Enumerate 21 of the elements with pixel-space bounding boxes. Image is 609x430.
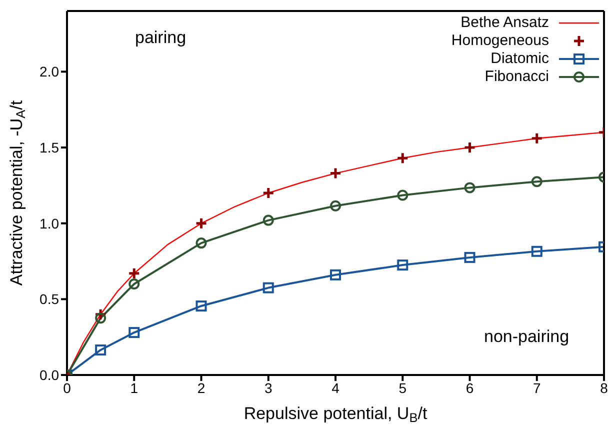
legend-label: Fibonacci	[484, 68, 549, 86]
x-tick-label: 2	[197, 380, 206, 396]
x-tick-label: 6	[466, 380, 474, 396]
x-tick-label: 1	[130, 380, 138, 396]
x-tick-label: 4	[332, 380, 340, 396]
y-tick-label: 2.0	[40, 64, 60, 80]
y-tick-label: 0.0	[40, 366, 60, 383]
x-axis-title: Repulsive potential, U$_{B}$/t	[244, 404, 428, 426]
legend-label: Homogeneous	[451, 32, 549, 50]
x-tick-label: 3	[264, 380, 272, 396]
legend-label: Bethe Ansatz	[460, 14, 549, 32]
y-tick-label: 1.0	[40, 215, 60, 232]
y-tick-label: 0.5	[40, 291, 60, 308]
annotation: non-pairing	[484, 327, 570, 347]
legend-label: Diatomic	[490, 50, 549, 68]
y-tick-label: 1.5	[40, 139, 60, 156]
x-tick-label: 7	[532, 380, 541, 396]
x-tick-label: 5	[398, 380, 407, 396]
x-tick-label: 0	[63, 380, 72, 396]
annotation: pairing	[135, 28, 186, 48]
x-tick-label: 8	[600, 380, 608, 396]
